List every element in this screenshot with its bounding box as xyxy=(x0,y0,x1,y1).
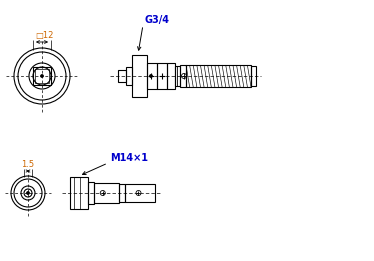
Bar xyxy=(70,177,88,209)
Bar xyxy=(167,63,175,89)
Bar xyxy=(157,63,167,89)
Bar xyxy=(33,67,51,85)
Bar xyxy=(94,183,119,203)
Bar xyxy=(147,63,157,89)
Text: G3/4: G3/4 xyxy=(145,15,170,25)
Text: 1.5: 1.5 xyxy=(21,160,34,169)
Bar xyxy=(132,55,147,97)
Text: M14×1: M14×1 xyxy=(110,153,148,163)
Bar xyxy=(118,70,126,82)
Text: □12: □12 xyxy=(35,31,53,40)
Circle shape xyxy=(150,75,152,77)
Bar xyxy=(119,184,125,202)
Bar xyxy=(180,65,186,87)
Circle shape xyxy=(27,192,29,194)
Bar xyxy=(88,182,94,204)
Bar xyxy=(175,66,180,86)
Bar xyxy=(251,66,256,86)
Bar xyxy=(35,69,49,83)
Bar xyxy=(126,67,132,85)
Circle shape xyxy=(40,74,43,78)
Bar xyxy=(186,65,251,87)
Bar xyxy=(125,184,155,202)
